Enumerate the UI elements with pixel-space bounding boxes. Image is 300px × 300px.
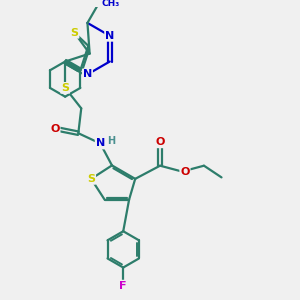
Text: N: N [96, 139, 105, 148]
Text: N: N [105, 31, 114, 41]
Text: S: S [87, 174, 95, 184]
Text: O: O [180, 167, 190, 176]
Text: F: F [119, 281, 127, 291]
Text: H: H [108, 136, 116, 146]
Text: S: S [61, 83, 69, 93]
Text: N: N [83, 69, 92, 80]
Text: O: O [50, 124, 60, 134]
Text: O: O [155, 137, 165, 147]
Text: S: S [70, 28, 79, 38]
Text: CH₃: CH₃ [101, 0, 119, 8]
